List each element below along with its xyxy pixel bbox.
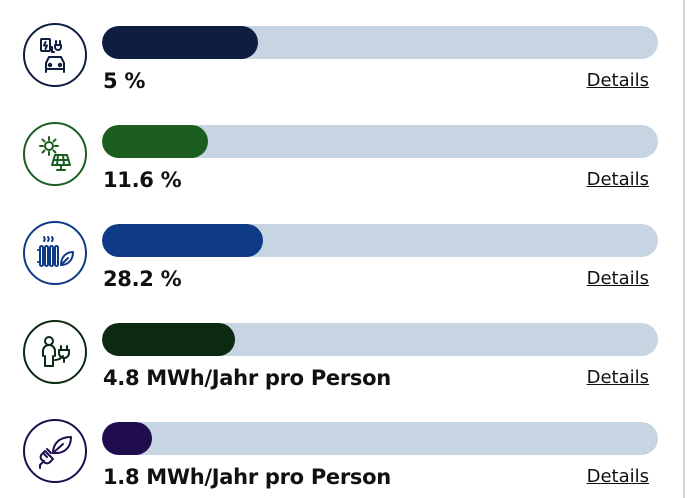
indicator-value: 5 % [103, 69, 146, 93]
indicator-value: 4.8 MWh/Jahr pro Person [103, 366, 391, 390]
solar-panel-icon [23, 122, 87, 186]
indicator-value: 28.2 % [103, 267, 182, 291]
indicator-value: 11.6 % [103, 168, 182, 192]
details-link[interactable]: Details [586, 268, 649, 289]
progress-track [102, 323, 658, 356]
progress-track [102, 224, 658, 257]
leaf-plug-icon [23, 419, 87, 483]
progress-track [102, 26, 658, 59]
indicator-row-ev-share: 5 % Details [0, 0, 683, 99]
details-link[interactable]: Details [586, 70, 649, 91]
details-link[interactable]: Details [586, 466, 649, 487]
progress-fill [102, 26, 258, 59]
progress-track [102, 125, 658, 158]
progress-fill [102, 422, 153, 455]
progress-fill [102, 323, 236, 356]
progress-fill [102, 125, 208, 158]
indicator-value: 1.8 MWh/Jahr pro Person [103, 465, 391, 489]
scroll-edge [683, 0, 685, 498]
progress-fill [102, 224, 264, 257]
person-plug-icon [23, 320, 87, 384]
details-link[interactable]: Details [586, 367, 649, 388]
indicator-row-solar-share: 11.6 % Details [0, 99, 683, 198]
indicator-row-consumption-per-person: 4.8 MWh/Jahr pro Person Details [0, 297, 683, 396]
ev-charging-car-icon [23, 23, 87, 87]
indicator-row-renewable-per-person: 1.8 MWh/Jahr pro Person Details [0, 396, 683, 495]
indicator-row-heating-share: 28.2 % Details [0, 198, 683, 297]
details-link[interactable]: Details [586, 169, 649, 190]
radiator-leaf-icon [23, 221, 87, 285]
progress-track [102, 422, 658, 455]
